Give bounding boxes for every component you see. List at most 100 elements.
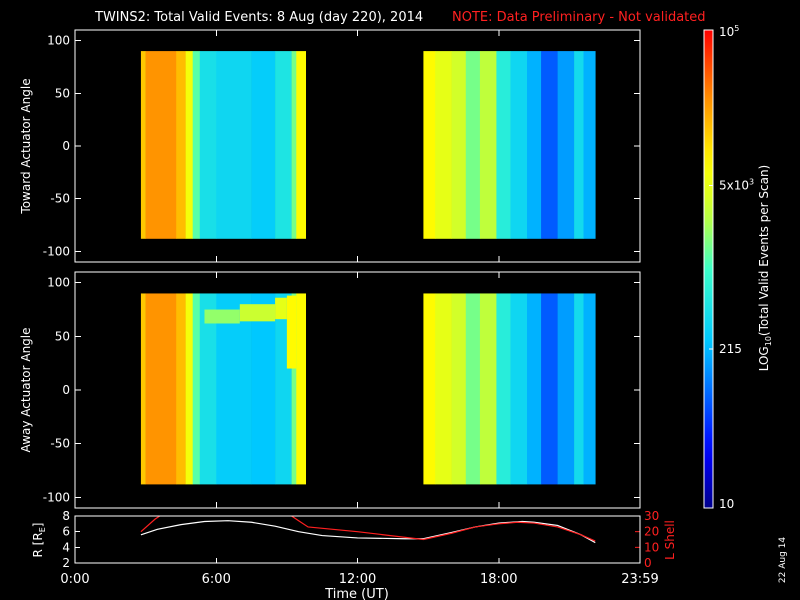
toward-heatmap-column [192, 51, 201, 239]
away-heatmap-column [451, 293, 467, 485]
colorbar-tick-label: 5x103 [719, 177, 754, 192]
colorbar-tick-label: 215 [719, 342, 742, 356]
time-xtick-label: 12:00 [339, 572, 376, 587]
colorbar: 105 5x103 215 10 LOG10(Total Valid Events p… [703, 24, 773, 511]
away-heatmap-column [465, 293, 481, 485]
away-heatmap-column [527, 293, 542, 485]
lshell-line [290, 516, 596, 542]
toward-heatmap-column [251, 51, 276, 239]
away-heatmap-column [423, 293, 436, 485]
away-heatmap-column [176, 293, 186, 485]
orbit-series [140, 516, 596, 544]
toward-heatmap-column [557, 51, 575, 239]
r-axis-label: R [RE] [31, 523, 47, 558]
lshell-line [140, 516, 161, 533]
toward-ylabel: Toward Actuator Angle [19, 78, 33, 214]
orbit-frame [74, 515, 641, 564]
toward-heatmap-column [216, 51, 252, 239]
lshell-ytick-label: 0 [644, 556, 652, 570]
time-xtick-label: 6:00 [202, 572, 231, 587]
away-heatmap-column [291, 293, 297, 485]
toward-heatmap-column [479, 51, 497, 239]
colorbar-tick-label: 10 [719, 497, 734, 511]
toward-heatmap-column [574, 51, 584, 239]
toward-frame [74, 29, 641, 263]
away-heatmap-band [239, 304, 276, 322]
toward-heatmap-column [451, 51, 467, 239]
orbit-lines [140, 516, 596, 544]
away-heatmap [140, 293, 596, 485]
toward-ytick-label: 100 [47, 34, 70, 48]
away-heatmap-band [275, 297, 287, 320]
away-heatmap-column [496, 293, 511, 485]
away-heatmap-column [541, 293, 558, 485]
toward-heatmap-column [583, 51, 596, 239]
toward-heatmap-column [291, 51, 297, 239]
toward-heatmap [140, 51, 596, 239]
toward-heatmap-column [510, 51, 528, 239]
figure-title: TWINS2: Total Valid Events: 8 Aug (day 2… [94, 10, 423, 25]
toward-heatmap-column [296, 51, 307, 239]
lshell-ytick-label: 20 [644, 525, 659, 539]
away-heatmap-column [140, 293, 146, 485]
toward-heatmap-column [145, 51, 177, 239]
toward-heatmap-column [199, 51, 217, 239]
toward-panel: 100 50 0 -50 -100 Toward Actuator Angle [19, 29, 641, 263]
toward-heatmap-column [527, 51, 542, 239]
colorbar-ticks: 105 5x103 215 10 [709, 24, 754, 511]
away-ylabel: Away Actuator Angle [19, 327, 33, 452]
away-heatmap-column [192, 293, 201, 485]
toward-ticks: 100 50 0 -50 -100 [43, 30, 641, 262]
toward-heatmap-column [496, 51, 511, 239]
r-line [140, 520, 596, 544]
away-ytick-label: 0 [62, 383, 70, 397]
away-heatmap-column [510, 293, 528, 485]
date-stamp: 22 Aug 14 [778, 537, 788, 583]
away-heatmap-column [574, 293, 584, 485]
away-heatmap-column [145, 293, 177, 485]
away-heatmap-column [185, 293, 194, 485]
preliminary-note: NOTE: Data Preliminary - Not validated [452, 10, 706, 25]
away-heatmap-column [216, 293, 252, 485]
away-ytick-label: -100 [43, 490, 70, 504]
away-heatmap-band [286, 295, 297, 369]
away-heatmap-band [204, 309, 240, 324]
toward-ytick-label: 50 [55, 86, 70, 100]
away-ytick-label: 50 [55, 329, 70, 343]
lshell-axis-label: L Shell [663, 520, 677, 560]
away-panel: 100 50 0 -50 -100 Away Actuator Angle [19, 271, 641, 509]
r-ytick-label: 6 [62, 525, 70, 539]
toward-ytick-label: -50 [50, 192, 70, 206]
toward-heatmap-column [541, 51, 558, 239]
time-xtick-label: 0:00 [60, 572, 89, 587]
away-heatmap-column [296, 293, 307, 485]
time-xtick-label: 23:59 [621, 572, 658, 587]
colorbar-frame [703, 29, 714, 509]
toward-heatmap-column [465, 51, 481, 239]
colorbar-tick-label: 105 [719, 24, 739, 39]
away-heatmap-column [251, 293, 276, 485]
away-ytick-label: -50 [50, 437, 70, 451]
away-heatmap-column [583, 293, 596, 485]
toward-heatmap-column [275, 51, 292, 239]
away-heatmap-column [435, 293, 452, 485]
r-ytick-label: 4 [62, 540, 70, 554]
lshell-ytick-label: 10 [644, 540, 659, 554]
away-heatmap-column [479, 293, 497, 485]
lshell-ytick-label: 30 [644, 509, 659, 523]
toward-heatmap-column [176, 51, 186, 239]
toward-heatmap-column [185, 51, 194, 239]
toward-heatmap-column [140, 51, 146, 239]
toward-ytick-label: -100 [43, 244, 70, 258]
toward-heatmap-column [423, 51, 436, 239]
toward-ytick-label: 0 [62, 139, 70, 153]
time-xtick-label: 18:00 [480, 572, 517, 587]
away-ytick-label: 100 [47, 276, 70, 290]
away-frame [74, 271, 641, 509]
away-heatmap-column [557, 293, 575, 485]
away-heatmap-column [199, 293, 217, 485]
r-ytick-label: 2 [62, 556, 70, 570]
